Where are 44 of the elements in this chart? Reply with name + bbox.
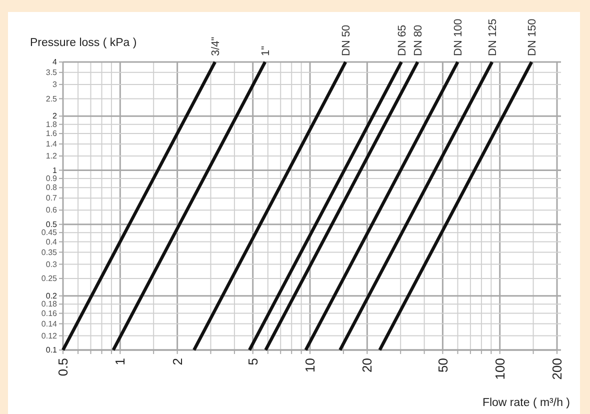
y-tick-label: 0.35 [41,248,58,257]
x-tick-label: 200 [550,358,565,380]
x-tick-label: 10 [302,358,318,372]
y-tick-label: 0.12 [41,331,58,340]
y-tick-label: 3 [52,80,58,90]
y-tick-label: 2.5 [46,94,58,104]
y-tick-label: 4 [52,58,58,67]
x-axis-title: Flow rate ( m³/h ) [482,397,570,409]
y-tick-label: 0.1 [46,346,58,355]
y-tick-label: 0.18 [41,300,58,309]
y-tick-label: 1.4 [46,140,58,149]
y-tick-label: 1.8 [46,120,58,129]
y-tick-label: 1.2 [46,152,58,161]
text: DN 80 [412,24,425,56]
y-tick-label: 2 [52,112,58,121]
text: DN 65 [396,24,408,56]
y-tick-label: 0.8 [46,183,58,192]
text: DN 100 [452,18,465,56]
y-axis-title: Pressure loss ( kPa ) [30,37,137,49]
y-tick-label: 3.5 [46,68,58,77]
y-tick-label: 0.14 [41,319,58,328]
y-tick-label: 0.7 [46,194,58,203]
x-tick-label: 50 [435,358,450,372]
y-tick-label: 0.6 [46,206,58,215]
y-tick-label: 0.3 [46,260,58,269]
x-tick-label: 1 [112,358,128,366]
y-tick-label: 0.45 [41,228,58,238]
x-tick-label: 100 [492,358,508,380]
x-tick-label: 2 [170,358,185,366]
x-tick-label: 20 [360,358,375,372]
text: DN 50 [340,24,353,56]
x-tick-label: 5 [245,358,260,366]
y-tick-label: 0.2 [46,291,58,300]
text: DN 125 [487,18,500,56]
y-tick-label: 1.6 [46,129,58,138]
y-tick-label: 0.16 [41,308,58,318]
y-tick-label: 0.4 [46,237,58,246]
text: 1" [260,46,272,56]
y-tick-label: 0.25 [41,274,58,284]
text: DN 150 [526,18,539,56]
text: 3/4" [210,36,222,56]
y-tick-label: 1 [52,166,58,175]
y-tick-label: 0.9 [46,174,58,184]
y-tick-label: 0.5 [46,220,58,229]
